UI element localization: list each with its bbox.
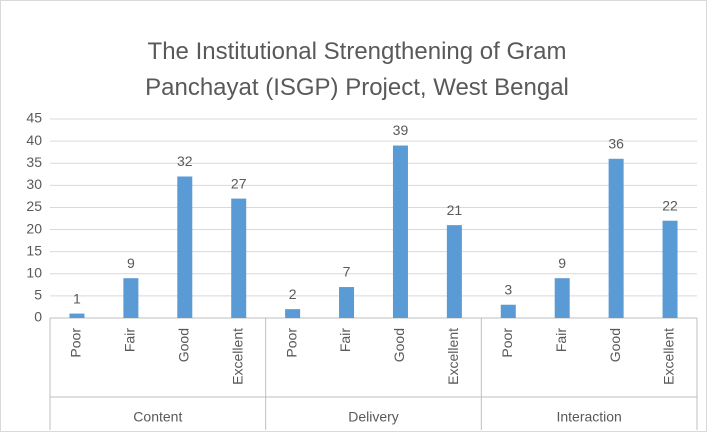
- bar: [339, 287, 355, 318]
- bar: [662, 220, 678, 318]
- bar: [177, 176, 193, 318]
- y-tick-label: 25: [26, 198, 42, 214]
- x-tick-label: Poor: [283, 328, 299, 358]
- group-label: Delivery: [348, 409, 399, 425]
- x-tick-label: Fair: [553, 328, 569, 352]
- x-tick-label: Fair: [122, 328, 138, 352]
- data-label: 22: [662, 197, 678, 213]
- y-tick-label: 10: [26, 264, 42, 280]
- bar: [231, 198, 247, 318]
- chart-title: The Institutional Strengthening of Gram …: [145, 38, 569, 101]
- bar: [554, 278, 570, 318]
- y-tick-label: 20: [26, 220, 42, 236]
- group-label: Content: [133, 409, 182, 425]
- bar: [285, 309, 301, 318]
- bar: [123, 278, 139, 318]
- x-tick-label: Good: [607, 328, 623, 362]
- y-tick-label: 35: [26, 154, 42, 170]
- data-label: 36: [608, 136, 624, 152]
- y-tick-label: 0: [34, 309, 42, 325]
- x-tick-label: Excellent: [229, 328, 245, 385]
- data-label: 27: [231, 175, 247, 191]
- data-label: 39: [393, 122, 409, 138]
- data-label: 9: [127, 255, 135, 271]
- bar: [69, 313, 85, 318]
- group-label: Interaction: [556, 409, 621, 425]
- data-label: 32: [177, 153, 193, 169]
- data-label: 3: [504, 281, 512, 297]
- bar: [500, 304, 516, 318]
- y-tick-label: 5: [34, 287, 42, 303]
- bar: [392, 145, 408, 318]
- x-tick-label: Good: [391, 328, 407, 362]
- x-tick-label: Excellent: [445, 328, 461, 385]
- y-tick-label: 15: [26, 242, 42, 258]
- data-label: 21: [447, 202, 463, 218]
- bar: [446, 225, 462, 318]
- y-tick-label: 40: [26, 132, 42, 148]
- x-tick-label: Poor: [499, 328, 515, 358]
- y-tick-label: 30: [26, 176, 42, 192]
- data-label: 2: [289, 286, 297, 302]
- y-tick-label: 45: [26, 110, 42, 126]
- data-label: 7: [343, 264, 351, 280]
- x-tick-label: Good: [175, 328, 191, 362]
- bar: [608, 158, 624, 318]
- data-label: 9: [558, 255, 566, 271]
- x-tick-label: Poor: [68, 328, 84, 358]
- x-tick-label: Fair: [337, 328, 353, 352]
- x-tick-label: Excellent: [661, 328, 677, 385]
- data-label: 1: [73, 290, 81, 306]
